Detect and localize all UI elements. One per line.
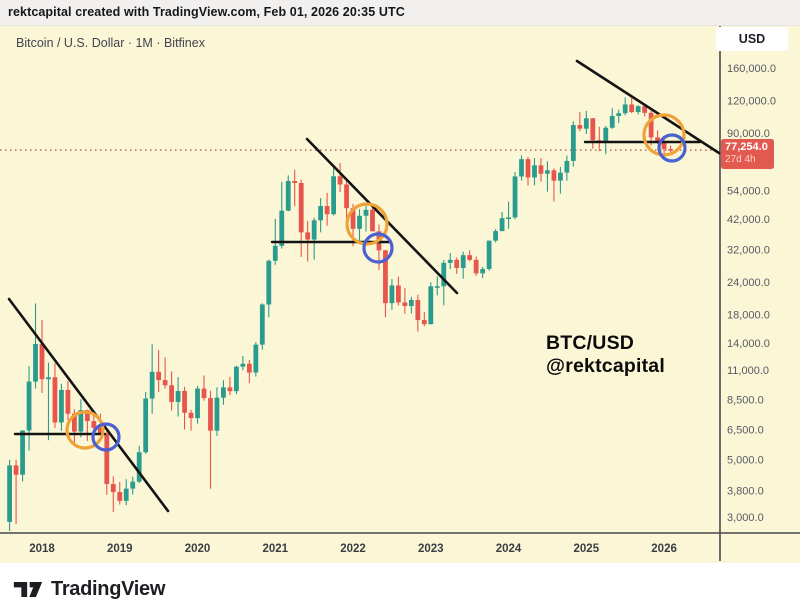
svg-text:54,000.0: 54,000.0	[727, 186, 770, 198]
breakdown-circle-blue-2022	[362, 232, 394, 264]
current-price-badge: 77,254.0 27d 4h	[721, 139, 774, 169]
attribution-bar: rektcapital created with TradingView.com…	[0, 0, 800, 26]
annotations-layer	[7, 59, 721, 513]
svg-text:5,000.0: 5,000.0	[727, 454, 764, 466]
svg-text:2022: 2022	[340, 543, 366, 555]
svg-text:2023: 2023	[418, 543, 444, 555]
svg-text:120,000.0: 120,000.0	[727, 95, 776, 107]
downtrend-2025	[575, 59, 721, 155]
svg-text:2026: 2026	[651, 543, 677, 555]
svg-text:6,500.0: 6,500.0	[727, 425, 764, 437]
price-axis-labels: 160,000.0 120,000.0 90,000.0 54,000.0 42,000…	[727, 63, 776, 524]
svg-text:3,000.0: 3,000.0	[727, 512, 764, 524]
candle-countdown: 27d 4h	[725, 154, 756, 165]
svg-text:160,000.0: 160,000.0	[727, 63, 776, 75]
svg-text:2019: 2019	[107, 543, 133, 555]
svg-text:3,800.0: 3,800.0	[727, 485, 764, 497]
downtrend-2022	[305, 137, 459, 295]
time-axis-labels: 2018 2019 2020 2021 2022 2023 2024 2025 2026	[29, 543, 677, 555]
retest-circle-orange-2018	[65, 410, 105, 450]
svg-text:32,000.0: 32,000.0	[727, 245, 770, 257]
svg-text:90,000.0: 90,000.0	[727, 128, 770, 140]
svg-text:24,000.0: 24,000.0	[727, 277, 770, 289]
svg-text:8,500.0: 8,500.0	[727, 394, 764, 406]
current-price-value: 77,254.0	[725, 141, 768, 153]
breakdown-circle-blue-2026	[657, 133, 687, 163]
symbol-title: Bitcoin / U.S. Dollar · 1M · Bitfinex	[16, 36, 205, 50]
footer-bar: TradingView	[0, 563, 800, 615]
svg-text:2024: 2024	[496, 543, 522, 555]
svg-text:14,000.0: 14,000.0	[727, 338, 770, 350]
downtrend-2018	[7, 297, 170, 513]
currency-button[interactable]: USD	[716, 27, 788, 51]
svg-text:2018: 2018	[29, 543, 55, 555]
svg-text:11,000.0: 11,000.0	[727, 365, 769, 377]
svg-text:2020: 2020	[185, 543, 211, 555]
watermark-symbol: BTC/USD	[546, 332, 635, 354]
tradingview-logo-text[interactable]: TradingView	[51, 577, 166, 600]
retest-circle-orange-2026	[642, 113, 686, 157]
axes-layer	[0, 26, 800, 561]
svg-text:2025: 2025	[574, 543, 600, 555]
candles-layer	[7, 96, 673, 531]
retest-circle-orange-2022	[345, 202, 389, 246]
svg-text:2021: 2021	[262, 543, 288, 555]
breakdown-circle-blue-2018	[91, 422, 121, 452]
svg-text:18,000.0: 18,000.0	[727, 310, 770, 322]
watermark-handle: @rektcapital	[546, 355, 665, 377]
watermark: BTC/USD @rektcapital	[546, 332, 665, 378]
tradingview-logo-icon[interactable]	[13, 579, 43, 600]
svg-text:42,000.0: 42,000.0	[727, 214, 770, 226]
attribution-text: rektcapital created with TradingView.com…	[8, 5, 405, 19]
